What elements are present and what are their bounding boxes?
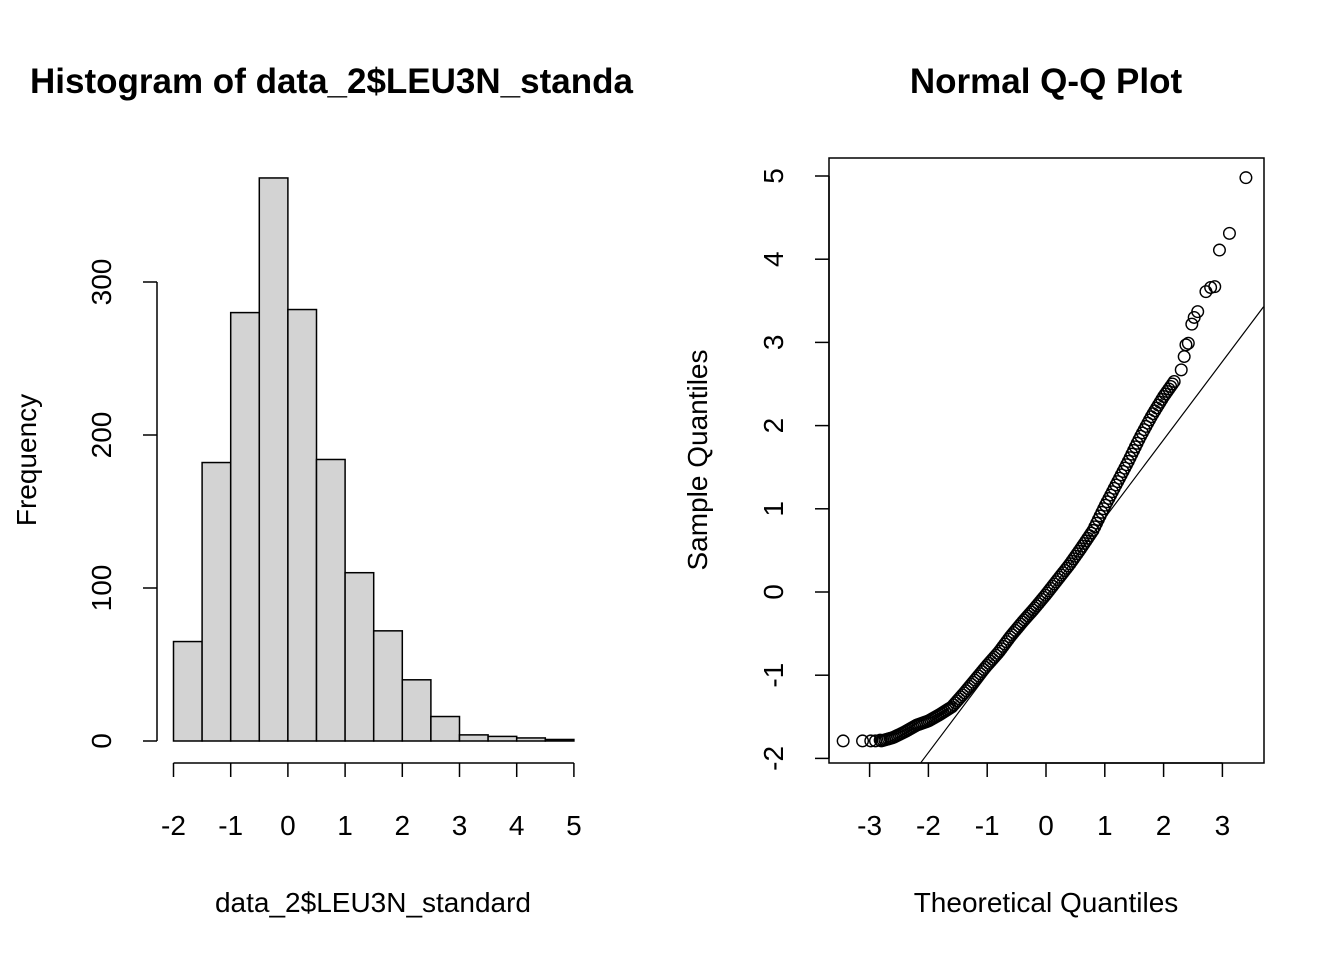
qq-point [868, 734, 882, 748]
qq-point [1167, 375, 1181, 389]
histogram-x-tick-label: 2 [395, 810, 411, 841]
histogram-bar [458, 734, 489, 742]
histogram-x-tick-label: 5 [566, 810, 582, 841]
histogram-y-axis-label: Frequency [11, 394, 42, 526]
histogram-bar [287, 308, 318, 742]
qq-y-tick-label: 1 [758, 501, 789, 517]
histogram-x-tick-label: 3 [452, 810, 468, 841]
qq-y-tick-label: 4 [758, 251, 789, 267]
qq-y-tick-label: -1 [758, 663, 789, 688]
histogram-x-tick-label: 4 [509, 810, 525, 841]
histogram-x-axis: -2 -1 0 1 2 3 4 5 [161, 762, 582, 841]
qq-x-tick-label: -2 [916, 810, 941, 841]
qq-y-tick-label: 2 [758, 418, 789, 434]
qq-point [1208, 280, 1222, 294]
qq-x-tick-label: 3 [1215, 810, 1231, 841]
qq-x-axis-label: Theoretical Quantiles [914, 887, 1179, 918]
qq-y-axis-label: Sample Quantiles [682, 349, 713, 570]
qq-point [873, 733, 887, 747]
histogram-bar [172, 640, 203, 742]
histogram-y-axis: 0 100 200 300 [86, 259, 158, 749]
qq-y-tick-label: -2 [758, 746, 789, 771]
histogram-x-tick-label: -2 [161, 810, 186, 841]
qq-point [1165, 377, 1179, 391]
histogram-panel: Histogram of data_2$LEU3N_standa -2 -1 0 1 2… [11, 62, 633, 918]
histogram-y-tick-label: 300 [86, 259, 117, 306]
histogram-bar [515, 737, 547, 742]
qq-plot-box [828, 157, 1265, 764]
qq-x-tick-label: -3 [857, 810, 882, 841]
qq-y-tick-label: 5 [758, 168, 789, 184]
histogram-x-tick-label: -1 [218, 810, 243, 841]
histogram-bar [258, 177, 289, 742]
qq-point [836, 734, 850, 748]
histogram-bar [487, 735, 518, 742]
qq-point [856, 734, 870, 748]
histogram-bar [229, 311, 261, 742]
qq-y-tick-label: 3 [758, 335, 789, 351]
qq-points [836, 171, 1253, 748]
qq-point [1177, 350, 1191, 364]
qq-title: Normal Q-Q Plot [910, 62, 1183, 101]
qq-point [1181, 336, 1195, 350]
qq-point [1239, 171, 1253, 185]
histogram-bars [172, 177, 575, 742]
qq-point [1185, 317, 1199, 331]
qq-point [1191, 305, 1205, 319]
qq-point [1174, 363, 1188, 377]
qq-point [864, 734, 878, 748]
histogram-bar [430, 715, 461, 742]
qq-point [1212, 243, 1226, 257]
histogram-x-tick-label: 1 [337, 810, 353, 841]
histogram-bar [372, 630, 404, 742]
histogram-y-tick-label: 100 [86, 565, 117, 612]
histogram-bar [401, 679, 432, 742]
qq-x-axis: -3 -2 -1 0 1 2 3 [857, 762, 1231, 841]
histogram-bar [201, 461, 232, 742]
histogram-title: Histogram of data_2$LEU3N_standa [30, 62, 633, 101]
qq-x-tick-label: -1 [975, 810, 1000, 841]
histogram-bar [544, 738, 575, 742]
qq-point [1084, 526, 1098, 540]
qq-x-tick-label: 1 [1097, 810, 1113, 841]
qq-x-tick-label: 2 [1156, 810, 1172, 841]
qq-y-tick-label: 0 [758, 584, 789, 600]
histogram-bar [344, 571, 375, 742]
histogram-bar [315, 458, 346, 742]
qq-x-tick-label: 0 [1038, 810, 1054, 841]
histogram-y-tick-label: 200 [86, 412, 117, 459]
qq-y-axis: -2 -1 0 1 2 3 4 5 [758, 168, 830, 771]
histogram-x-axis-label: data_2$LEU3N_standard [215, 887, 531, 918]
qq-point [1222, 226, 1236, 240]
qq-panel: Normal Q-Q Plot -3 -2 -1 0 1 2 3 -2 -1 0 1 2 3 4 5 Th… [682, 62, 1265, 918]
qq-point [1179, 338, 1193, 352]
histogram-x-tick-label: 0 [280, 810, 296, 841]
histogram-y-tick-label: 0 [86, 733, 117, 749]
